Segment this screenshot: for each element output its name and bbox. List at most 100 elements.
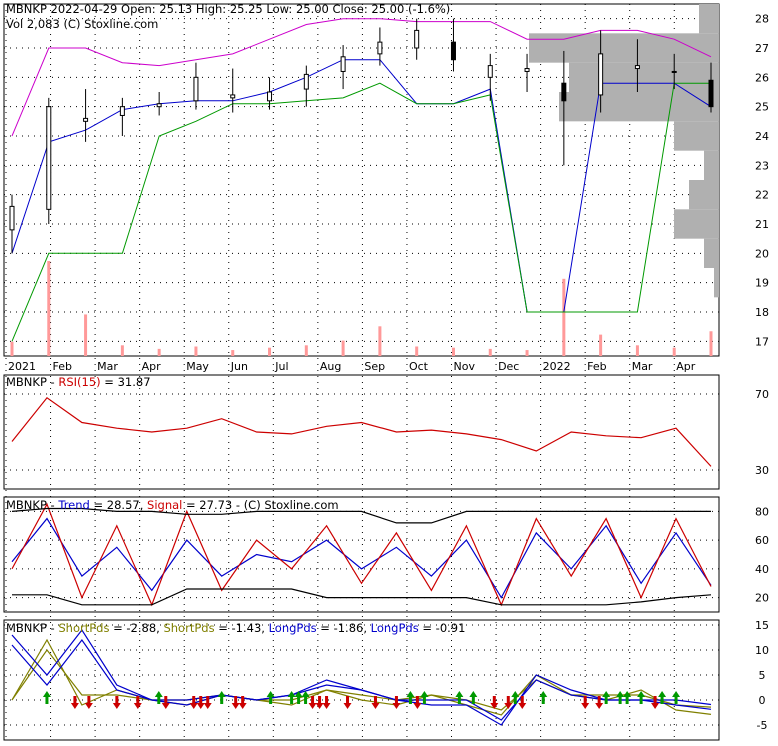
buy-arrow bbox=[294, 691, 303, 704]
buy-arrow bbox=[406, 691, 415, 704]
month-tick-label: 2022 bbox=[543, 360, 571, 373]
candle-body bbox=[450, 41, 456, 61]
volume-bar bbox=[268, 347, 272, 356]
volume-bar bbox=[194, 346, 198, 356]
volume-bar bbox=[304, 345, 308, 356]
volume-by-price-bar bbox=[714, 268, 719, 298]
month-tick-label: 2021 bbox=[8, 360, 36, 373]
trend-panel-frame bbox=[3, 496, 720, 613]
candle-body bbox=[377, 41, 383, 55]
rsi-header: MBNKP - RSI(15) = 31.87 bbox=[6, 375, 151, 389]
sell-arrow bbox=[413, 696, 422, 709]
rsi-label: RSI(15) bbox=[58, 375, 100, 389]
trend-prefix: MBNKP - bbox=[6, 498, 58, 512]
volume-by-price-bar bbox=[704, 150, 719, 180]
buy-arrow bbox=[672, 691, 681, 704]
price-header-line2: Vol 2,083 (C) Stoxline.com bbox=[6, 17, 158, 31]
signal-label: Signal bbox=[147, 498, 182, 512]
buy-arrow bbox=[301, 691, 310, 704]
price-tick-label: 20 bbox=[755, 247, 769, 260]
buy-arrow bbox=[42, 691, 51, 704]
buy-arrow bbox=[266, 691, 275, 704]
buy-arrow bbox=[539, 691, 548, 704]
candle-body bbox=[156, 103, 162, 108]
sell-arrow bbox=[238, 696, 247, 709]
upper-channel-line bbox=[11, 18, 712, 137]
shortpds-1-label: ShortPds bbox=[58, 621, 109, 635]
month-tick-label: Jun bbox=[230, 360, 248, 373]
volume-by-price-layer bbox=[529, 4, 719, 298]
lower-channel-line bbox=[11, 82, 711, 342]
buy-arrow bbox=[455, 691, 464, 704]
trend-header: MBNKP - Trend = 28.57, Signal = 27.73 - … bbox=[6, 498, 339, 512]
price-tick-label: 23 bbox=[755, 159, 769, 172]
candle-body bbox=[119, 106, 125, 116]
volume-bar bbox=[231, 350, 235, 356]
price-tick-label: 19 bbox=[755, 277, 769, 290]
month-tick-label: Feb bbox=[587, 360, 606, 373]
sell-arrow bbox=[315, 696, 324, 709]
volume-bar bbox=[84, 314, 88, 356]
pds-longpds-line bbox=[11, 638, 712, 721]
pds-tick-label: 5 bbox=[759, 669, 766, 682]
pds-header: MBNKP - ShortPds = -2.88, ShortPds = -1.… bbox=[6, 621, 465, 635]
price-tick-label: 24 bbox=[755, 130, 769, 143]
sell-arrow bbox=[189, 696, 198, 709]
sell-arrow bbox=[70, 696, 79, 709]
sell-arrow bbox=[371, 696, 380, 709]
sell-arrow bbox=[203, 696, 212, 709]
pds-tick-label: 0 bbox=[759, 694, 766, 707]
sell-arrow bbox=[196, 696, 205, 709]
month-tick-label: Jul bbox=[274, 360, 288, 373]
candle-body bbox=[524, 68, 530, 72]
sell-arrow bbox=[308, 696, 317, 709]
trend-signal-line bbox=[11, 502, 712, 607]
price-tick-label: 22 bbox=[755, 189, 769, 202]
candle-body bbox=[193, 76, 199, 102]
trend-lower-band-line bbox=[12, 588, 712, 606]
trend-tick-label: 80 bbox=[755, 505, 769, 518]
sell-arrow bbox=[651, 696, 660, 709]
trend-tick-label: 20 bbox=[755, 592, 769, 605]
volume-by-price-bar bbox=[674, 121, 719, 151]
candle-body bbox=[340, 56, 346, 72]
volume-by-price-bar bbox=[704, 238, 719, 268]
month-tick-label: Aug bbox=[320, 360, 341, 373]
price-tick-label: 28 bbox=[755, 13, 769, 26]
volume-by-price-bar bbox=[529, 33, 719, 63]
volume-bar bbox=[341, 340, 345, 356]
volume-bar bbox=[599, 334, 603, 356]
candle-body bbox=[561, 82, 567, 102]
buy-arrow bbox=[637, 691, 646, 704]
pds-prefix: MBNKP - bbox=[6, 621, 58, 635]
candle-body bbox=[9, 205, 15, 231]
buy-arrow bbox=[287, 691, 296, 704]
candle-body bbox=[634, 65, 640, 70]
volume-bar bbox=[378, 326, 382, 356]
candle-body bbox=[487, 65, 493, 78]
price-tick-label: 18 bbox=[755, 306, 769, 319]
longpds-1-value: = -1.86, bbox=[317, 621, 371, 635]
month-tick-label: May bbox=[186, 360, 209, 373]
trend-credit: - (C) Stoxline.com bbox=[232, 498, 338, 512]
buy-arrow bbox=[602, 691, 611, 704]
price-tick-label: 21 bbox=[755, 218, 769, 231]
volume-bar bbox=[709, 331, 713, 356]
series-layer bbox=[11, 18, 712, 726]
shortpds-1-value: = -2.88, bbox=[109, 621, 163, 635]
shortpds-2-value: = -1.43, bbox=[215, 621, 269, 635]
sell-arrow bbox=[112, 696, 121, 709]
volume-bar bbox=[415, 346, 419, 356]
sell-arrow bbox=[392, 696, 401, 709]
month-tick-label: Feb bbox=[53, 360, 72, 373]
candles-layer bbox=[9, 18, 714, 254]
candle-body bbox=[303, 73, 309, 90]
month-tick-label: Mar bbox=[632, 360, 653, 373]
longpds-2-label: LongPds bbox=[371, 621, 419, 635]
month-tick-label: Nov bbox=[454, 360, 476, 373]
sell-arrow bbox=[518, 696, 527, 709]
volume-by-price-bar bbox=[689, 180, 719, 210]
rsi-tick-label: 70 bbox=[755, 388, 769, 401]
price-tick-label: 27 bbox=[755, 42, 769, 55]
